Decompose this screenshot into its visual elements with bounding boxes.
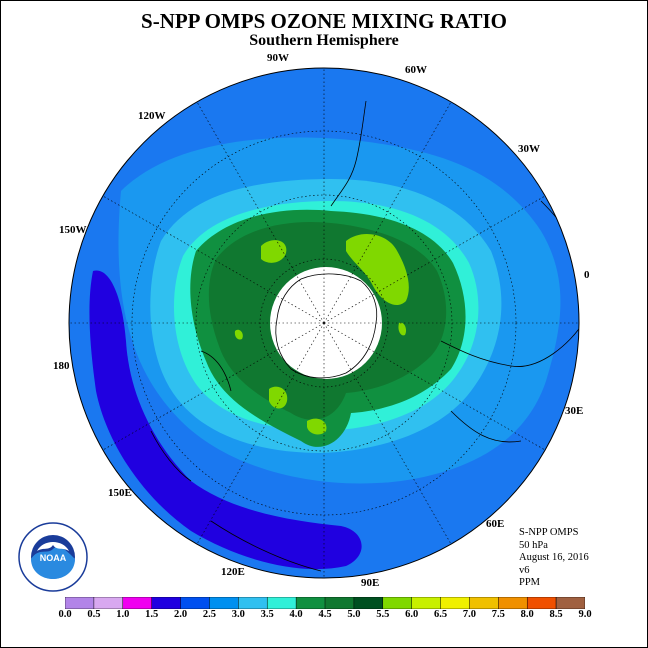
info-level: 50 hPa — [519, 539, 548, 551]
colorbar-swatch — [353, 597, 384, 609]
info-units: PPM — [519, 577, 541, 588]
lon-label-90e: 90E — [361, 577, 380, 589]
figure-subtitle: Southern Hemisphere — [249, 32, 399, 49]
graticule — [69, 68, 579, 578]
colorbar — [65, 597, 585, 609]
ozone-high-patches — [234, 234, 409, 435]
colorbar-tick-label: 6.0 — [405, 609, 419, 620]
lon-label-150e: 150E — [108, 487, 132, 499]
colorbar-tick-label: 5.5 — [376, 609, 390, 620]
colorbar-swatch — [469, 597, 500, 609]
colorbar-swatch — [238, 597, 268, 609]
ozone-low-band — [89, 270, 362, 570]
colorbar-tick-label: 1.0 — [116, 609, 130, 620]
polar-hole — [270, 267, 382, 379]
colorbar-tick-label: 8.0 — [520, 609, 534, 620]
colorbar-swatch — [209, 597, 240, 609]
noaa-logo-text: NOAA — [40, 553, 67, 563]
colorbar-tick-label: 6.5 — [433, 609, 448, 620]
lon-label-120w: 120W — [138, 110, 166, 122]
colorbar-tick-label: 2.5 — [202, 609, 216, 620]
colorbar-tick-label: 7.0 — [462, 609, 476, 620]
colorbar-tick-label: 2.0 — [173, 609, 188, 620]
colorbar-tick-label: 0.0 — [58, 609, 72, 620]
colorbar-swatch — [122, 597, 153, 609]
colorbar-swatch — [65, 597, 95, 609]
colorbar-swatch — [266, 597, 297, 609]
lon-label-180: 180 — [53, 360, 70, 372]
figure-title: S-NPP OMPS OZONE MIXING RATIO — [141, 9, 507, 33]
antarctica-coastline — [275, 273, 378, 379]
lon-label-60e: 60E — [486, 518, 505, 530]
colorbar-tick-label: 1.5 — [145, 609, 159, 620]
colorbar-swatch — [382, 597, 413, 609]
colorbar-swatch — [498, 597, 528, 609]
colorbar-swatch — [440, 597, 471, 609]
map-border — [68, 67, 580, 579]
lon-label-120e: 120E — [221, 566, 245, 578]
colorbar-ticks: 0.0 0.5 1.0 1.5 2.0 2.5 3.0 3.5 4.0 4.5 5.0 5.5 6.0 6… — [1, 609, 647, 623]
colorbar-swatch — [93, 597, 124, 609]
lon-label-150w: 150W — [59, 224, 87, 236]
lon-label-0: 0 — [584, 269, 590, 281]
info-version: v6 — [519, 564, 530, 576]
colorbar-tick-label: 8.5 — [549, 609, 563, 620]
colorbar-tick-label: 3.5 — [260, 609, 274, 620]
info-block: S-NPP OMPS 50 hPa August 16, 2016 v6 PPM — [519, 527, 589, 590]
colorbar-swatch — [295, 597, 326, 609]
colorbar-tick-label: 9.0 — [578, 609, 592, 620]
colorbar-tick-label: 0.5 — [87, 609, 101, 620]
colorbar-tick-label: 4.0 — [289, 609, 303, 620]
colorbar-tick-label: 4.5 — [318, 609, 332, 620]
colorbar-tick-label: 3.0 — [231, 609, 245, 620]
lon-label-60w: 60W — [405, 64, 427, 76]
continent-outlines — [150, 100, 579, 572]
lon-label-90w: 90W — [267, 52, 289, 64]
colorbar-swatch — [526, 597, 557, 609]
info-date: August 16, 2016 — [519, 552, 589, 563]
colorbar-swatch — [324, 597, 355, 609]
lon-label-30w: 30W — [518, 143, 540, 155]
lon-label-30e: 30E — [565, 405, 584, 417]
colorbar-swatch — [411, 597, 442, 609]
colorbar-swatch — [555, 597, 585, 609]
colorbar-swatch — [180, 597, 211, 609]
colorbar-tick-label: 7.5 — [491, 609, 505, 620]
colorbar-tick-label: 5.0 — [347, 609, 361, 620]
info-instrument: S-NPP OMPS — [519, 527, 579, 538]
colorbar-swatch — [151, 597, 182, 609]
noaa-logo-icon: NOAA — [18, 522, 88, 592]
